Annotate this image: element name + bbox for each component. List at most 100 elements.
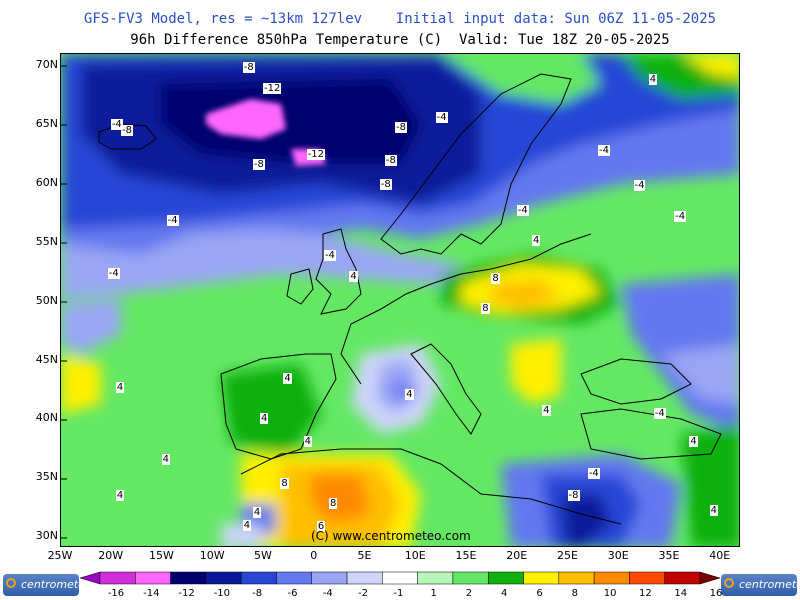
contour-label: 6 — [316, 520, 326, 532]
legend-swatch — [629, 571, 665, 585]
legend-label: -8 — [252, 588, 263, 599]
logo-ring-icon — [724, 578, 734, 588]
contour-label: 4 — [283, 373, 292, 385]
legend-label: 8 — [571, 588, 578, 599]
legend-swatch — [170, 571, 207, 585]
contour-label: 8 — [280, 478, 289, 490]
lat-label: 35N — [35, 470, 58, 484]
legend-label: 6 — [536, 588, 543, 599]
contour-label: -4 — [633, 180, 646, 192]
lon-label: 25W — [47, 549, 73, 562]
legend-label: 10 — [603, 588, 617, 599]
contour-label: 4 — [542, 405, 551, 417]
lat-label: 55N — [35, 234, 58, 248]
legend-swatch — [346, 571, 383, 585]
lat-label: 60N — [35, 175, 58, 189]
legend-label: -14 — [143, 588, 160, 599]
contour-label: 8 — [329, 498, 338, 510]
watermark: (C) www.centrometeo.com — [311, 529, 471, 543]
contour-label: -4 — [107, 268, 120, 280]
lon-label: 0 — [310, 549, 318, 562]
legend-swatch — [135, 571, 171, 585]
contour-label: 4 — [532, 235, 541, 247]
lat-label: 70N — [35, 57, 58, 71]
legend-swatch — [487, 571, 524, 585]
title-line-1: GFS-FV3 Model, res = ~13km 127lev Initia… — [83, 11, 717, 27]
contour-label: -8 — [384, 155, 397, 167]
legend-label: -12 — [178, 588, 195, 599]
lon-label: 20E — [506, 549, 528, 562]
legend-label: -10 — [213, 588, 231, 599]
legend-swatch — [382, 571, 418, 585]
contour-label: -4 — [166, 215, 179, 227]
temperature-difference-map: -8 -12 -4 -8 -12 -8 -8 -4 -8 -8 4 -4 -4 -4 -4 -4 4 -4 -4 4 8… — [60, 53, 740, 547]
legend-swatch — [664, 571, 701, 585]
contour-label: 4 — [709, 505, 718, 517]
legend-label: 4 — [501, 588, 508, 599]
legend-swatch — [311, 571, 348, 585]
contour-label: -12 — [263, 83, 282, 95]
lon-label: 10E — [404, 549, 426, 562]
lon-label: 40E — [709, 549, 731, 562]
legend-label: -4 — [322, 588, 333, 599]
legend-swatch — [99, 571, 136, 585]
legend-label: -6 — [287, 588, 298, 599]
legend-swatch — [699, 571, 721, 585]
legend-swatch — [558, 571, 595, 585]
legend-label: 14 — [674, 588, 688, 599]
contour-label: -4 — [110, 118, 123, 130]
contour-label: -4 — [323, 249, 336, 261]
lon-label: 30E — [607, 549, 629, 562]
legend-swatch — [417, 571, 454, 585]
contour-label: 4 — [161, 453, 170, 465]
contour-label: 4 — [689, 435, 698, 447]
legend-label: -1 — [393, 588, 404, 599]
contour-label: 4 — [648, 73, 658, 85]
contour-label: -4 — [653, 407, 666, 419]
legend-swatch — [205, 571, 242, 585]
lon-label: 10W — [199, 549, 225, 562]
lon-label: 5W — [254, 549, 272, 562]
contour-label: 4 — [252, 506, 262, 518]
contour-label: -4 — [516, 204, 529, 216]
legend-swatch — [523, 571, 560, 585]
legend-swatch — [240, 571, 277, 585]
lat-label: 50N — [35, 293, 58, 307]
contour-label: -4 — [674, 210, 687, 222]
lon-label: 5E — [357, 549, 372, 562]
lat-label: 40N — [35, 411, 58, 425]
contour-label: 4 — [349, 270, 358, 282]
contour-label: 4 — [242, 519, 252, 531]
contour-label: 8 — [481, 302, 490, 314]
lon-label: 15E — [455, 549, 477, 562]
logo-right: centrometeo — [721, 574, 800, 596]
lon-label: 20W — [98, 549, 124, 562]
legend-swatch — [593, 571, 630, 585]
contour-label: -8 — [242, 62, 255, 74]
legend-swatch — [452, 571, 489, 585]
lon-label: 15W — [149, 549, 174, 562]
lat-label: 45N — [35, 352, 58, 366]
contour-label: 4 — [303, 435, 313, 447]
legend-label: 16 — [709, 588, 723, 599]
lon-label: 25E — [556, 549, 578, 562]
legend-swatch — [79, 571, 101, 585]
map-canvas — [61, 54, 739, 546]
contour-label: -8 — [567, 490, 580, 502]
title-line-2: 96h Difference 850hPa Temperature (C) Va… — [130, 32, 670, 48]
logo-left: centrometeo — [3, 574, 92, 596]
legend-label: -2 — [358, 588, 369, 599]
lon-label: 35E — [658, 549, 680, 562]
contour-label: -8 — [395, 122, 407, 134]
legend-swatch — [276, 571, 313, 585]
lat-label: 30N — [35, 529, 58, 543]
logo-ring-icon — [6, 578, 16, 588]
legend-label: 2 — [465, 588, 473, 599]
contour-label: 4 — [115, 490, 125, 502]
contour-label: -4 — [435, 111, 448, 123]
logo-text: centrometeo — [739, 578, 800, 591]
contour-label: -8 — [252, 158, 265, 170]
legend-label: 12 — [639, 588, 652, 599]
contour-label: -8 — [120, 124, 133, 136]
lat-label: 65N — [35, 116, 58, 130]
